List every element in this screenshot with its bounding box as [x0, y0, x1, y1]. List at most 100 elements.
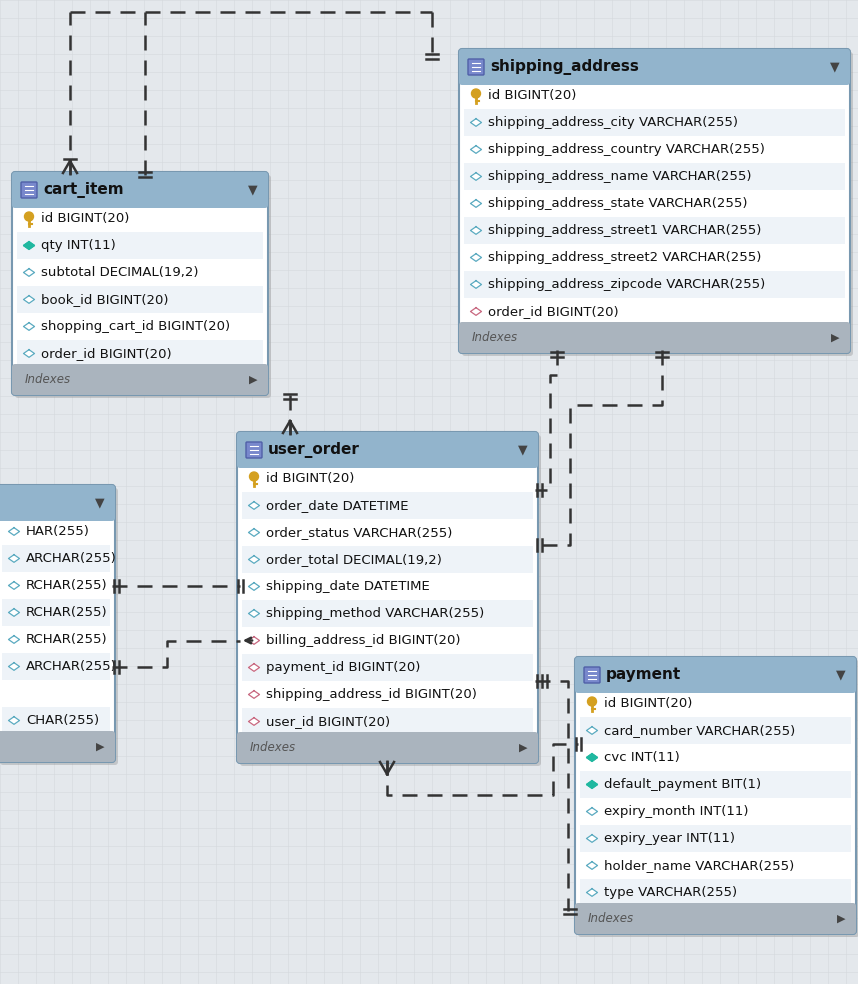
Bar	[242, 492, 533, 519]
Text: subtotal DECIMAL(19,2): subtotal DECIMAL(19,2)	[41, 266, 198, 279]
FancyBboxPatch shape	[15, 175, 271, 398]
Text: ▶: ▶	[831, 333, 839, 342]
Text: CHAR(255): CHAR(255)	[26, 714, 100, 727]
Circle shape	[588, 697, 596, 706]
FancyBboxPatch shape	[237, 432, 538, 468]
Polygon shape	[23, 269, 34, 277]
FancyBboxPatch shape	[0, 488, 118, 765]
Text: holder_name VARCHAR(255): holder_name VARCHAR(255)	[604, 859, 795, 872]
Bar	[580, 717, 851, 744]
Circle shape	[25, 212, 33, 221]
Polygon shape	[470, 308, 481, 315]
Polygon shape	[9, 527, 20, 535]
Polygon shape	[249, 610, 259, 617]
Text: qty INT(11): qty INT(11)	[41, 239, 116, 252]
Bar	[464, 217, 845, 244]
Text: cart_item: cart_item	[43, 182, 124, 198]
Bar	[2, 545, 110, 572]
Polygon shape	[9, 609, 20, 616]
Text: ARCHAR(255): ARCHAR(255)	[26, 552, 117, 565]
Polygon shape	[249, 583, 259, 590]
Text: Indexes: Indexes	[588, 912, 634, 925]
Text: shipping_method VARCHAR(255): shipping_method VARCHAR(255)	[266, 607, 484, 620]
FancyBboxPatch shape	[584, 667, 600, 683]
Polygon shape	[23, 349, 34, 357]
Text: shipping_address: shipping_address	[490, 59, 639, 75]
Polygon shape	[587, 754, 597, 762]
Polygon shape	[23, 295, 34, 303]
Text: ▶: ▶	[96, 742, 105, 752]
Polygon shape	[470, 254, 481, 262]
Text: user_order: user_order	[268, 442, 360, 458]
Text: cvc INT(11): cvc INT(11)	[604, 751, 680, 764]
Text: shipping_address_city VARCHAR(255): shipping_address_city VARCHAR(255)	[488, 116, 738, 129]
FancyBboxPatch shape	[0, 485, 115, 762]
Bar	[580, 825, 851, 852]
Polygon shape	[587, 834, 597, 842]
Polygon shape	[470, 146, 481, 154]
Polygon shape	[587, 808, 597, 816]
Text: ▼: ▼	[831, 60, 840, 74]
Polygon shape	[470, 280, 481, 288]
Polygon shape	[9, 662, 20, 670]
Text: ▶: ▶	[519, 743, 528, 753]
Polygon shape	[587, 726, 597, 734]
Bar	[242, 600, 533, 627]
Text: order_status VARCHAR(255): order_status VARCHAR(255)	[266, 526, 452, 539]
Text: user_id BIGINT(20): user_id BIGINT(20)	[266, 715, 390, 728]
Polygon shape	[470, 172, 481, 180]
Text: ARCHAR(255): ARCHAR(255)	[26, 660, 117, 673]
Text: ▼: ▼	[518, 444, 528, 457]
Text: RCHAR(255): RCHAR(255)	[26, 633, 107, 646]
Text: shipping_date DATETIME: shipping_date DATETIME	[266, 580, 430, 593]
Bar	[242, 546, 533, 573]
FancyBboxPatch shape	[12, 172, 268, 395]
Polygon shape	[587, 889, 597, 896]
Text: expiry_month INT(11): expiry_month INT(11)	[604, 805, 748, 818]
FancyBboxPatch shape	[575, 657, 856, 934]
Polygon shape	[249, 717, 259, 725]
Bar	[464, 163, 845, 190]
Polygon shape	[249, 556, 259, 564]
Text: billing_address_id BIGINT(20): billing_address_id BIGINT(20)	[266, 634, 461, 647]
Polygon shape	[587, 780, 597, 788]
Text: ▼: ▼	[248, 183, 257, 197]
FancyBboxPatch shape	[468, 59, 484, 75]
FancyBboxPatch shape	[240, 435, 541, 766]
FancyBboxPatch shape	[575, 657, 856, 693]
Polygon shape	[249, 528, 259, 536]
Polygon shape	[9, 636, 20, 644]
Text: ▶: ▶	[249, 375, 257, 385]
Text: shopping_cart_id BIGINT(20): shopping_cart_id BIGINT(20)	[41, 320, 230, 333]
Text: Indexes: Indexes	[25, 373, 71, 386]
Polygon shape	[249, 663, 259, 671]
Text: shipping_address_zipcode VARCHAR(255): shipping_address_zipcode VARCHAR(255)	[488, 278, 765, 291]
Text: default_payment BIT(1): default_payment BIT(1)	[604, 778, 761, 791]
Text: RCHAR(255): RCHAR(255)	[26, 579, 107, 592]
Text: shipping_address_street2 VARCHAR(255): shipping_address_street2 VARCHAR(255)	[488, 251, 761, 264]
Text: ▼: ▼	[837, 668, 846, 682]
Text: card_number VARCHAR(255): card_number VARCHAR(255)	[604, 724, 795, 737]
Polygon shape	[249, 637, 259, 645]
Bar	[17, 232, 263, 259]
Text: HAR(255): HAR(255)	[26, 525, 90, 538]
Text: order_id BIGINT(20): order_id BIGINT(20)	[41, 347, 172, 360]
Text: RCHAR(255): RCHAR(255)	[26, 606, 107, 619]
Polygon shape	[9, 582, 20, 589]
Bar	[464, 271, 845, 298]
Text: shipping_address_name VARCHAR(255): shipping_address_name VARCHAR(255)	[488, 170, 752, 183]
Text: shipping_address_state VARCHAR(255): shipping_address_state VARCHAR(255)	[488, 197, 747, 210]
FancyBboxPatch shape	[237, 432, 538, 763]
Bar	[580, 879, 851, 906]
Polygon shape	[470, 200, 481, 208]
Text: order_total DECIMAL(19,2): order_total DECIMAL(19,2)	[266, 553, 442, 566]
FancyBboxPatch shape	[246, 442, 262, 458]
Text: id BIGINT(20): id BIGINT(20)	[266, 472, 354, 485]
FancyBboxPatch shape	[237, 732, 538, 763]
FancyBboxPatch shape	[575, 903, 856, 934]
Text: id BIGINT(20): id BIGINT(20)	[41, 212, 130, 225]
Text: shipping_address_id BIGINT(20): shipping_address_id BIGINT(20)	[266, 688, 477, 701]
Text: ▼: ▼	[95, 497, 105, 510]
Bar	[242, 654, 533, 681]
Polygon shape	[249, 502, 259, 510]
